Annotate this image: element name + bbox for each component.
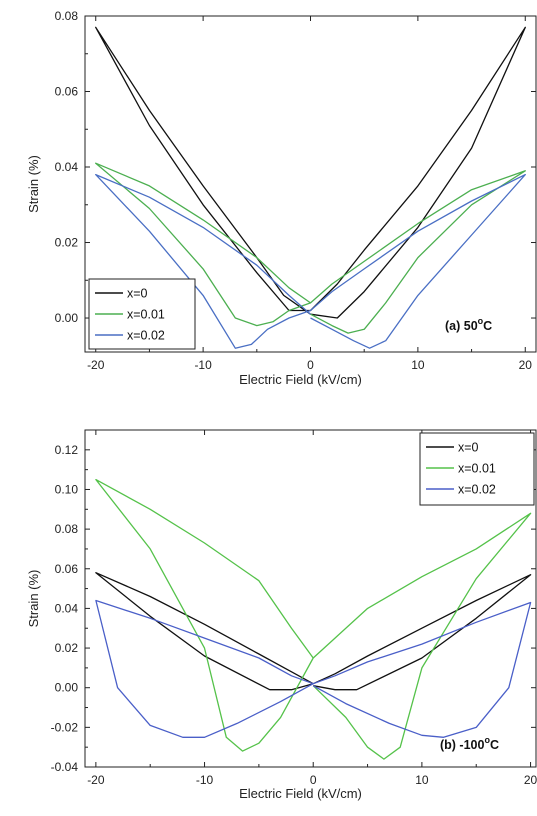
series-line-x-0-01 [95, 478, 532, 760]
y-tick-label: 0.00 [55, 681, 79, 695]
x-tick-label: -10 [196, 773, 214, 787]
series-line-x-0 [95, 572, 532, 691]
legend-label: x=0.01 [458, 462, 496, 476]
annotation-degree: o [478, 316, 484, 326]
temperature-annotation: (a) 50oC [445, 316, 492, 333]
x-tick-label: 10 [415, 773, 429, 787]
legend-box [419, 432, 535, 506]
chart-panel-b: -20 -10 0 10 20 -0.04 -0.02 0.00 0.02 0.04 0.06 0.0… [26, 429, 537, 801]
x-tick-label: -20 [87, 358, 105, 372]
y-axis-label: Strain (%) [26, 570, 41, 628]
x-tick-label: -20 [87, 773, 105, 787]
y-tick-label: 0.06 [55, 562, 79, 576]
annotation-unit: C [483, 319, 492, 333]
y-tick-label: 0.10 [55, 482, 79, 496]
series-line-x-0-02 [95, 599, 532, 738]
legend-label: x=0.02 [458, 483, 496, 497]
temperature-annotation: (b) -100oC [440, 735, 499, 752]
x-tick-label: 0 [307, 358, 314, 372]
legend-label: x=0.01 [127, 308, 165, 322]
legend-label: x=0 [458, 441, 479, 455]
x-tick-label: 20 [524, 773, 537, 787]
x-axis-label: Electric Field (kV/cm) [239, 786, 362, 801]
annotation-degree: o [484, 735, 490, 745]
y-tick-label: 0.04 [55, 601, 79, 615]
y-tick-label: 0.08 [55, 9, 79, 23]
chart-panel-a: -20 -10 0 10 20 0.00 0.02 0.04 0.06 0.08 Electric … [26, 9, 537, 387]
legend-label: x=0.02 [127, 329, 165, 343]
legend: x=0 x=0.01 x=0.02 [88, 278, 196, 350]
y-tick-label: 0.06 [55, 85, 79, 99]
series-line-x-0-02 [95, 173, 526, 349]
y-tick-label: -0.02 [51, 720, 79, 734]
annotation-unit: C [490, 738, 499, 752]
x-axis-label: Electric Field (kV/cm) [239, 372, 362, 387]
plot-frame [84, 429, 537, 768]
y-axis-label: Strain (%) [26, 155, 41, 213]
y-tick-label: 0.04 [55, 160, 79, 174]
y-tick-label: 0.12 [55, 443, 79, 457]
legend: x=0 x=0.01 x=0.02 [419, 432, 535, 506]
y-tick-label: -0.04 [51, 760, 79, 774]
x-tick-label: 20 [519, 358, 533, 372]
y-tick-label: 0.02 [55, 236, 79, 250]
legend-label: x=0 [127, 287, 148, 301]
series-line-x-0 [95, 26, 526, 319]
annotation-text: (a) 50 [445, 319, 478, 333]
y-tick-label: 0.00 [55, 311, 79, 325]
x-tick-label: -10 [194, 358, 212, 372]
y-tick-label: 0.08 [55, 522, 79, 536]
series-line-x-0-01 [95, 162, 526, 334]
annotation-text: (b) -100 [440, 738, 485, 752]
x-tick-label: 0 [310, 773, 317, 787]
x-tick-label: 10 [411, 358, 425, 372]
y-tick-label: 0.02 [55, 641, 79, 655]
